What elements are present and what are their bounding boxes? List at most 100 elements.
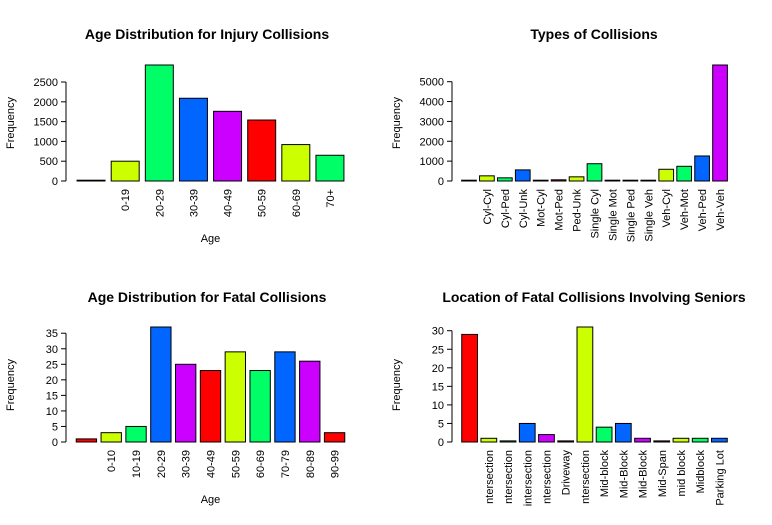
bar [144,64,174,182]
collision-types-chart: Types of Collisions 0 1000 2000 3000 4000 5000… [391,26,728,242]
x-tick-label: 20-29 [156,450,168,478]
x-tick-label: ntersection [484,450,496,504]
chart-title: Location of Fatal Collisions Involving S… [442,289,746,305]
y-axis-label: Frequency [5,359,17,411]
x-tick-label: 40-49 [223,189,235,217]
x-tick-label: Cyl-Ped [500,189,512,228]
y-tick-label: 0 [52,437,58,449]
bar [694,155,710,182]
x-tick-label: Mot-Cyl [536,189,548,227]
chart-title: Types of Collisions [530,26,658,42]
x-tick-label: Cyl-Unk [518,189,530,229]
y-tick-label: 20 [46,375,58,387]
bar [672,437,690,443]
bar [514,169,531,182]
bar [299,360,321,443]
bar [274,351,296,443]
bar [247,119,277,182]
y-tick-label: 5 [438,418,444,430]
y-tick-label: 2000 [420,136,444,148]
x-tick-label: mid block [676,450,688,497]
y-tick-label: 1000 [34,136,58,148]
y-tick-label: 500 [40,156,58,168]
y-tick-label: 4000 [420,97,444,109]
bar [178,97,208,182]
x-tick-label: Mot-Ped [554,189,566,231]
x-tick-label: 0-19 [120,189,132,211]
y-tick-label: 15 [46,390,58,402]
x-tick-label: ntersection [580,450,592,504]
bar [110,160,140,182]
x-tick-label: 70+ [325,189,337,208]
bar [550,179,567,182]
bar [595,426,613,443]
fatal-age-chart: Age Distribution for Fatal Collisions 0 5 1… [5,289,346,506]
y-tick-label: 35 [46,328,58,340]
bar [711,437,728,443]
y-tick-label: 3000 [420,116,444,128]
y-axis-label: Frequency [391,359,403,411]
x-tick-label: 0-10 [106,450,118,472]
x-tick-label: 80-89 [305,450,317,478]
bar [100,432,122,443]
bar [568,176,585,182]
y-tick-label: 30 [432,326,444,338]
x-tick-label: Veh-Veh [715,189,727,231]
y-tick-label: 0 [438,176,444,188]
x-tick-label: Single Cyl [590,189,602,239]
x-tick-label: Single Mot [607,189,619,241]
bar [75,438,98,443]
x-tick-label: Veh-Mot [679,189,691,230]
bar [640,179,657,182]
bar [224,351,246,443]
x-tick-label: Veh-Ped [697,189,709,231]
x-tick-label: 90-99 [330,450,342,478]
x-tick-label: Driveway [561,450,573,496]
y-tick-label: 5 [52,421,58,433]
y-axis-label: Frequency [391,97,403,149]
bar [213,110,243,182]
x-tick-label: 30-39 [181,450,193,478]
bar [281,144,311,182]
x-tick-label: 50-59 [257,189,269,217]
y-tick-label: 15 [432,381,444,393]
y-tick-label: 25 [432,344,444,356]
bar [199,370,222,443]
bar [634,437,651,443]
chart-title: Age Distribution for Injury Collisions [85,26,329,42]
bar [150,326,172,443]
bar [712,64,728,182]
x-tick-label: 30-39 [188,189,200,217]
bar [499,440,517,443]
x-tick-label: intersection [522,450,534,506]
bar [557,440,575,443]
bar [175,363,197,443]
x-tick-label: Mid-Block [618,450,630,499]
y-axis-label: Frequency [5,97,17,149]
bar [658,168,675,182]
x-tick-label: 60-69 [291,189,303,217]
x-tick-label: ntersection [503,450,515,504]
injury-age-chart: Age Distribution for Injury Collisions 0 5… [5,26,345,245]
x-axis-label: Age [201,494,221,506]
x-tick-label: 50-59 [230,450,242,478]
bar [691,437,709,443]
bar [480,437,498,443]
x-axis-label: Age [201,233,221,245]
bar [586,163,603,182]
x-tick-label: Mid-block [599,450,611,498]
x-tick-label: Ped-Unk [572,189,584,232]
bar [614,422,632,443]
bar [676,165,693,182]
bar [461,179,477,182]
x-tick-label: Midblock [695,450,707,494]
x-tick-label: 40-49 [206,450,218,478]
x-tick-label: Cyl-Cyl [482,189,494,224]
x-tick-label: Single Veh [643,189,655,242]
x-tick-label: Parking Lot [714,450,726,506]
y-tick-label: 10 [46,406,58,418]
bar [76,179,106,182]
y-tick-label: 5000 [420,77,444,89]
bar [479,175,495,182]
x-tick-label: Single Ped [625,189,637,242]
